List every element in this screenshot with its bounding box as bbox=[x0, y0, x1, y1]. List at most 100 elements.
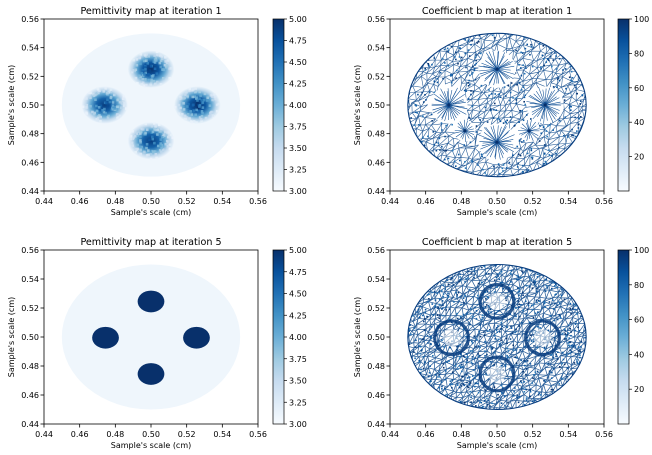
x-tick-label: 0.50 bbox=[488, 197, 506, 206]
y-tick-label: 0.48 bbox=[21, 362, 39, 371]
y-tick-label: 0.56 bbox=[21, 246, 39, 255]
y-tick-label: 0.46 bbox=[367, 158, 385, 167]
y-tick-label: 0.50 bbox=[367, 101, 385, 110]
panel-2: 0.44 0.46 0.48 0.50 0.52 0.54 0.56 0.44 0.46 0.48… bbox=[353, 6, 649, 217]
plot-area bbox=[407, 263, 587, 411]
colorbar-tick-label: 3.50 bbox=[289, 377, 307, 386]
inclusion-6 bbox=[518, 119, 540, 142]
y-tick-label: 0.44 bbox=[367, 420, 385, 429]
colorbar-tick-label: 3.50 bbox=[289, 144, 307, 153]
x-tick-label: 0.50 bbox=[142, 197, 160, 206]
y-tick-label: 0.56 bbox=[367, 246, 385, 255]
inclusion-2 bbox=[430, 86, 468, 124]
x-tick-label: 0.44 bbox=[381, 197, 399, 206]
y-tick-label: 0.44 bbox=[21, 420, 39, 429]
x-tick-label: 0.52 bbox=[524, 197, 542, 206]
inclusion-3 bbox=[183, 326, 210, 349]
y-tick-label: 0.44 bbox=[367, 187, 385, 196]
x-tick-label: 0.46 bbox=[71, 430, 89, 439]
colorbar-tick-label: 60 bbox=[634, 316, 644, 325]
x-tick-label: 0.44 bbox=[381, 430, 399, 439]
inclusion-3 bbox=[525, 86, 564, 124]
x-axis-label: Sample's scale (cm) bbox=[111, 208, 192, 217]
y-tick-label: 0.52 bbox=[367, 72, 385, 81]
colorbar-tick-label: 3.25 bbox=[289, 166, 307, 175]
colorbar-tick-label: 4.25 bbox=[289, 311, 307, 320]
colorbar-tick-label: 40 bbox=[634, 350, 644, 359]
chart-title: Pemittivity map at iteration 5 bbox=[80, 237, 221, 248]
y-tick-label: 0.44 bbox=[21, 187, 39, 196]
y-axis-label: Sample's scale (cm) bbox=[353, 297, 362, 378]
y-tick-label: 0.46 bbox=[367, 391, 385, 400]
x-tick-label: 0.52 bbox=[178, 197, 196, 206]
x-tick-label: 0.54 bbox=[213, 430, 231, 439]
colorbar bbox=[617, 249, 630, 425]
colorbar bbox=[617, 18, 630, 192]
x-tick-label: 0.44 bbox=[35, 430, 53, 439]
y-tick-label: 0.50 bbox=[367, 333, 385, 342]
x-axis-label: Sample's scale (cm) bbox=[457, 208, 538, 217]
y-axis-label: Sample's scale (cm) bbox=[7, 65, 16, 146]
colorbar-tick-label: 100 bbox=[634, 246, 649, 255]
x-tick-label: 0.56 bbox=[595, 430, 613, 439]
colorbar-tick-label: 3.25 bbox=[289, 398, 307, 407]
colorbar bbox=[272, 249, 285, 425]
inclusion-5 bbox=[453, 119, 476, 142]
panel-4: 0.44 0.46 0.48 0.50 0.52 0.54 0.56 0.44 0.46 0.48… bbox=[353, 237, 649, 450]
inclusion-1 bbox=[478, 283, 516, 320]
colorbar-tick-label: 3.75 bbox=[289, 123, 307, 132]
plot-area bbox=[61, 264, 241, 410]
x-tick-label: 0.46 bbox=[417, 197, 435, 206]
x-axis-label: Sample's scale (cm) bbox=[457, 441, 538, 450]
x-tick-label: 0.44 bbox=[35, 197, 53, 206]
colorbar-tick-label: 5.00 bbox=[289, 246, 307, 255]
x-tick-label: 0.46 bbox=[71, 197, 89, 206]
x-tick-label: 0.54 bbox=[559, 197, 577, 206]
inclusion-3 bbox=[524, 319, 561, 357]
colorbar-tick-label: 4.75 bbox=[289, 37, 307, 46]
x-tick-label: 0.56 bbox=[249, 197, 267, 206]
y-tick-label: 0.46 bbox=[21, 158, 39, 167]
x-tick-label: 0.48 bbox=[452, 197, 470, 206]
colorbar-tick-label: 100 bbox=[634, 15, 649, 24]
inclusion-4 bbox=[478, 123, 516, 161]
y-tick-label: 0.52 bbox=[367, 304, 385, 313]
y-axis-label: Sample's scale (cm) bbox=[353, 65, 362, 146]
sample-boundary bbox=[407, 263, 587, 411]
x-tick-label: 0.48 bbox=[106, 430, 124, 439]
colorbar bbox=[272, 18, 285, 192]
mesh bbox=[407, 33, 587, 177]
colorbar-tick-label: 3.75 bbox=[289, 355, 307, 364]
colorbar-tick-label: 4.50 bbox=[289, 290, 307, 299]
colorbar-tick-label: 4.00 bbox=[289, 333, 307, 342]
y-tick-label: 0.54 bbox=[21, 44, 39, 53]
colorbar-tick-label: 3.00 bbox=[289, 187, 307, 196]
colorbar-tick-label: 40 bbox=[634, 118, 644, 127]
colorbar-tick-label: 4.25 bbox=[289, 80, 307, 89]
chart-title: Pemittivity map at iteration 1 bbox=[80, 6, 221, 17]
y-tick-label: 0.50 bbox=[21, 333, 39, 342]
colorbar-tick-label: 4.50 bbox=[289, 58, 307, 67]
y-tick-label: 0.52 bbox=[21, 72, 39, 81]
y-tick-label: 0.56 bbox=[21, 15, 39, 24]
inclusion-1 bbox=[137, 290, 165, 313]
colorbar-tick-label: 5.00 bbox=[289, 15, 307, 24]
chart-title: Coefficient b map at iteration 1 bbox=[422, 6, 572, 17]
y-tick-label: 0.46 bbox=[21, 391, 39, 400]
colorbar-tick-label: 80 bbox=[634, 281, 644, 290]
inclusion-4 bbox=[137, 363, 165, 385]
x-tick-label: 0.52 bbox=[178, 430, 196, 439]
y-tick-label: 0.48 bbox=[21, 130, 39, 139]
x-tick-label: 0.56 bbox=[595, 197, 613, 206]
y-tick-label: 0.50 bbox=[21, 101, 39, 110]
colorbar-tick-label: 80 bbox=[634, 49, 644, 58]
colorbar-tick-label: 60 bbox=[634, 84, 644, 93]
panel-3: 0.44 0.46 0.48 0.50 0.52 0.54 0.56 0.44 0.46 0.48… bbox=[7, 237, 307, 450]
x-tick-label: 0.54 bbox=[213, 197, 231, 206]
y-tick-label: 0.56 bbox=[367, 15, 385, 24]
y-tick-label: 0.52 bbox=[21, 304, 39, 313]
plot-area bbox=[407, 32, 587, 178]
colorbar-tick-label: 4.75 bbox=[289, 268, 307, 277]
sample-boundary bbox=[407, 32, 587, 178]
